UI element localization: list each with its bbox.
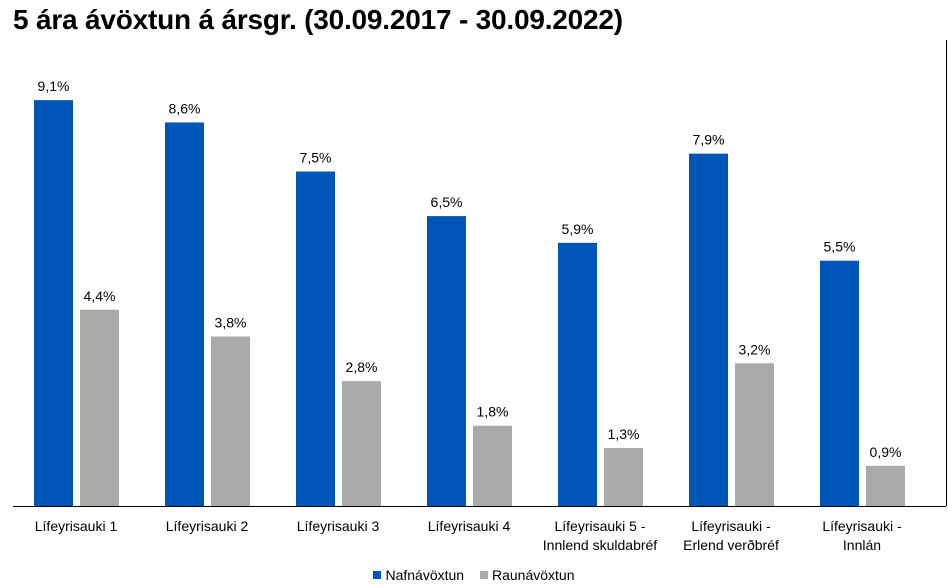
value-label: 9,1% [38,78,70,94]
legend-item-nafnavoxtun: Nafnávöxtun [373,567,464,583]
bar-raunavoxtun-6 [866,465,905,506]
value-label: 4,4% [84,288,116,304]
category-label: Lífeyrisauki - [691,518,771,534]
value-label: 7,5% [300,150,332,166]
bar-nafnavoxtun-0 [34,100,73,506]
bar-raunavoxtun-4 [604,448,643,506]
category-label: Lífeyrisauki 1 [35,518,118,534]
value-label: 1,3% [608,426,640,442]
category-labels-group: Lífeyrisauki 1 Lífeyrisauki 2 Lífeyrisauki… [35,518,902,553]
legend-label: Nafnávöxtun [385,567,465,583]
bar-raunavoxtun-1 [211,336,250,506]
value-label: 1,8% [477,404,509,420]
bar-raunavoxtun-3 [473,425,512,506]
value-label: 5,5% [824,239,856,255]
value-label: 8,6% [169,100,201,116]
legend-label: Raunávöxtun [491,567,575,583]
value-label: 5,9% [562,221,594,237]
category-label: Innlán [843,537,881,553]
value-label: 2,8% [346,359,378,375]
category-label: Lífeyrisauki 2 [166,518,249,534]
bars-group [34,100,905,507]
bar-raunavoxtun-2 [342,381,381,506]
bar-nafnavoxtun-3 [427,216,466,506]
chart-title: 5 ára ávöxtun á ársgr. (30.09.2017 - 30.… [13,4,623,35]
value-label: 3,2% [739,341,771,357]
bar-raunavoxtun-0 [80,309,119,506]
value-labels-group: 9,1% 4,4% 8,6% 3,8% 7,5% 2,8% 6,5% 1,8% 5,9% 1,3%… [38,78,902,460]
bar-nafnavoxtun-4 [558,242,597,507]
legend-swatch [373,571,382,579]
legend: Nafnávöxtun Raunávöxtun [0,566,948,583]
legend-swatch [479,571,488,579]
category-label: Erlend verðbréf [683,537,779,553]
value-label: 0,9% [870,444,902,460]
category-label: Lífeyrisauki 4 [428,518,511,534]
value-label: 3,8% [215,315,247,331]
bar-nafnavoxtun-6 [820,260,859,506]
bar-raunavoxtun-5 [735,363,774,506]
category-label: Lífeyrisauki 3 [297,518,380,534]
category-label: Innlend skuldabréf [543,537,658,553]
legend-item-raunavoxtun: Raunávöxtun [479,567,575,583]
bar-nafnavoxtun-5 [689,153,728,506]
value-label: 7,9% [693,132,725,148]
category-label: Lífeyrisauki - [822,518,902,534]
bar-nafnavoxtun-1 [165,122,204,506]
value-label: 6,5% [431,194,463,210]
category-label: Lífeyrisauki 5 - [554,518,645,534]
bar-nafnavoxtun-2 [296,171,335,506]
